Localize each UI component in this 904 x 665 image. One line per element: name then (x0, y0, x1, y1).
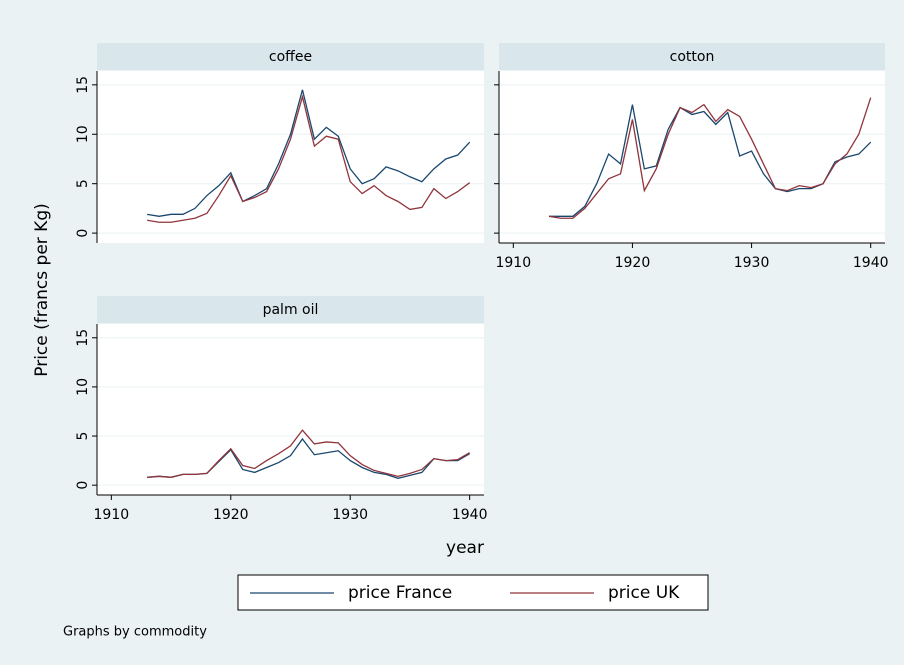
series-line (147, 429, 470, 478)
panel-title: cotton (670, 49, 715, 65)
x-tick-label: 1940 (853, 255, 889, 271)
x-tick-label: 1940 (452, 507, 488, 523)
legend-label: price UK (608, 583, 680, 603)
legend-label: price France (348, 583, 452, 603)
panel-header (97, 296, 484, 323)
y-axis-title: Price (francs per Kg) (32, 203, 52, 377)
x-axis-title: year (446, 538, 484, 558)
y-tick-label: 5 (75, 179, 91, 188)
x-tick-label: 1930 (332, 507, 368, 523)
y-tick-label: 15 (75, 329, 91, 347)
note: Graphs by commodity (63, 625, 207, 640)
series-line (147, 89, 471, 217)
y-tick-label: 15 (75, 76, 91, 94)
panel-header (499, 43, 885, 70)
panel-title: palm oil (263, 302, 319, 318)
plot-area (97, 71, 484, 243)
y-tick-label: 10 (75, 378, 91, 396)
panel-header (97, 43, 484, 70)
plot-area (499, 71, 885, 243)
x-tick-label: 1910 (495, 255, 531, 271)
panel-title: coffee (269, 49, 312, 65)
x-tick-label: 1930 (734, 255, 770, 271)
y-tick-label: 0 (75, 481, 91, 490)
y-tick-label: 10 (75, 125, 91, 143)
series-line (147, 94, 471, 223)
series-line (548, 97, 872, 219)
y-tick-label: 0 (75, 229, 91, 238)
x-tick-label: 1910 (94, 507, 130, 523)
plot-area (97, 324, 484, 495)
y-tick-label: 5 (75, 432, 91, 441)
x-tick-label: 1920 (615, 255, 651, 271)
x-tick-label: 1920 (213, 507, 249, 523)
